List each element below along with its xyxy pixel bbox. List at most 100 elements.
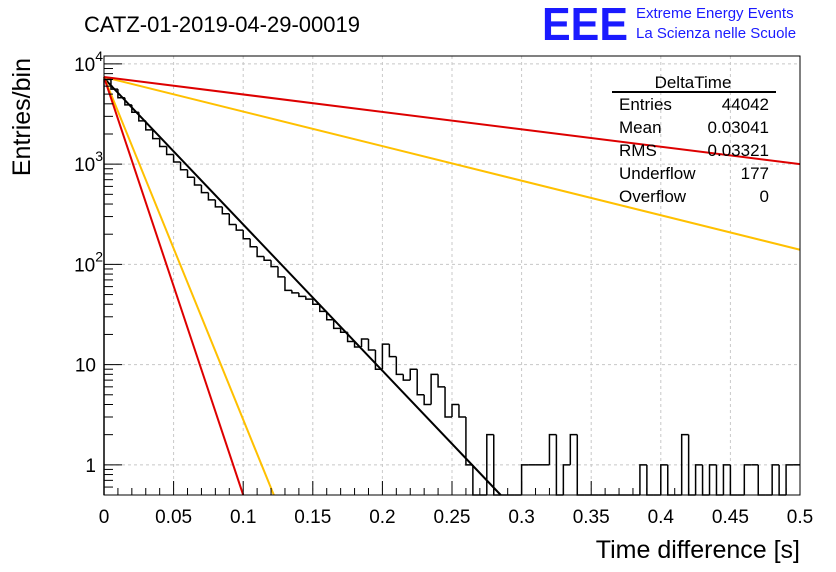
histogram-bin (353, 341, 362, 348)
x-tick-label: 0.5 (787, 507, 813, 528)
histogram-bin (680, 433, 689, 495)
histogram-bin (701, 464, 710, 496)
y-tick-label: 104 (74, 48, 103, 76)
stats-row-value: 0.03041 (708, 118, 769, 137)
histogram-bin (235, 224, 244, 231)
histogram-bin (124, 97, 132, 106)
fit-lines (103, 76, 801, 496)
histogram-bin (172, 154, 181, 163)
histogram-bin (221, 206, 230, 215)
histogram-bin (458, 404, 466, 418)
histogram-bin (374, 349, 383, 370)
logo-mark: EEE (542, 0, 628, 50)
histogram-bin (569, 433, 578, 465)
y-axis-label: Entries/bin (8, 58, 36, 176)
histogram-bin (409, 368, 418, 381)
histogram-bin (402, 374, 411, 381)
histogram-bin (395, 356, 404, 376)
histogram-bin (430, 373, 439, 405)
x-tick-label: 0 (99, 507, 110, 528)
x-tick-label: 0.05 (155, 507, 192, 528)
histogram-bin (214, 199, 223, 208)
histogram-bin (715, 464, 724, 496)
eee-logo: EEE Extreme Energy Events La Scienza nel… (542, 0, 796, 50)
stats-row-label: Underflow (619, 164, 696, 183)
y-tick-label: 102 (74, 248, 103, 276)
x-tick-label: 0.1 (230, 507, 256, 528)
histogram-bin (151, 129, 160, 140)
histogram-bin (207, 192, 216, 201)
histogram-bin (785, 464, 794, 495)
y-tick-label: 103 (74, 148, 103, 176)
stats-row-label: Mean (619, 118, 662, 137)
histogram-bin (548, 433, 557, 465)
x-tick-label: 0.25 (434, 507, 471, 528)
histogram-bin (646, 464, 654, 496)
stats-box: DeltaTime Entries 44042 Mean 0.03041 RMS 0.033… (612, 73, 776, 206)
histogram-bin (660, 464, 668, 495)
y-tick-label: 10 (75, 356, 96, 377)
histogram-bin (694, 464, 703, 495)
stats-row-label: RMS (619, 141, 657, 160)
histogram-bin (291, 290, 299, 294)
histogram-bin (346, 332, 355, 343)
fit-line (103, 76, 801, 166)
histogram-bin (249, 238, 258, 248)
histogram-bin (242, 230, 251, 240)
histogram-bin (486, 433, 494, 495)
histogram-bin (367, 339, 376, 351)
x-tick-label: 0.2 (369, 507, 395, 528)
histogram-bin (312, 299, 320, 306)
stats-row-value: 0 (760, 187, 769, 206)
histogram-bin (771, 464, 780, 495)
histogram-bin (263, 256, 272, 261)
histogram-bin (388, 344, 397, 358)
histogram-bin (520, 464, 529, 495)
fit-line (103, 76, 275, 496)
fit-line (103, 76, 801, 251)
histogram-bin (165, 146, 174, 156)
histogram-bin (562, 464, 571, 495)
axes: 0 0.05 0.1 0.15 0.2 0.25 0.3 0.35 0.4 0.45 0.5 1 10 1… (74, 48, 813, 528)
grid (104, 56, 800, 495)
histogram-bin (298, 292, 306, 298)
histogram-bin (325, 311, 334, 321)
x-tick-label: 0.15 (294, 507, 331, 528)
histogram-bin (200, 184, 209, 194)
histogram-bin (416, 369, 425, 396)
stats-row-value: 44042 (722, 95, 769, 114)
histogram-bin (138, 112, 146, 122)
x-tick-label: 0.3 (508, 507, 534, 528)
histogram-bin (722, 464, 731, 495)
x-tick-label: 0.4 (648, 507, 675, 528)
histogram-bin (778, 464, 787, 496)
x-tick-label: 0.35 (573, 507, 610, 528)
histogram-bin (284, 276, 292, 292)
stats-row-label: Entries (619, 95, 672, 114)
histogram-bin (339, 328, 348, 334)
histogram-bin (639, 464, 647, 495)
y-tick-label: 1 (85, 456, 96, 477)
logo-line-2: La Scienza nelle Scuole (636, 25, 796, 42)
histogram-bin (423, 394, 432, 406)
histogram-bin (465, 417, 473, 466)
histogram-bin (319, 304, 327, 313)
histogram-bin (179, 162, 188, 171)
fit-line (103, 76, 245, 496)
stats-row-value: 0.03321 (708, 141, 769, 160)
histogram-bin (186, 169, 195, 179)
histogram-bin (110, 79, 118, 90)
fit-line (103, 77, 502, 496)
logo-line-1: Extreme Energy Events (636, 5, 794, 22)
histogram-bin (228, 213, 237, 226)
histogram-bin (729, 464, 738, 496)
histogram-bin (277, 266, 285, 278)
histogram-bin (360, 338, 369, 347)
x-tick-label: 0.45 (712, 507, 749, 528)
histogram-bin (743, 464, 752, 495)
histogram-bin (381, 343, 390, 370)
histogram-bin (667, 464, 675, 496)
histogram-bin (757, 464, 766, 496)
histogram-bin (708, 464, 717, 495)
stats-title: DeltaTime (655, 73, 732, 92)
